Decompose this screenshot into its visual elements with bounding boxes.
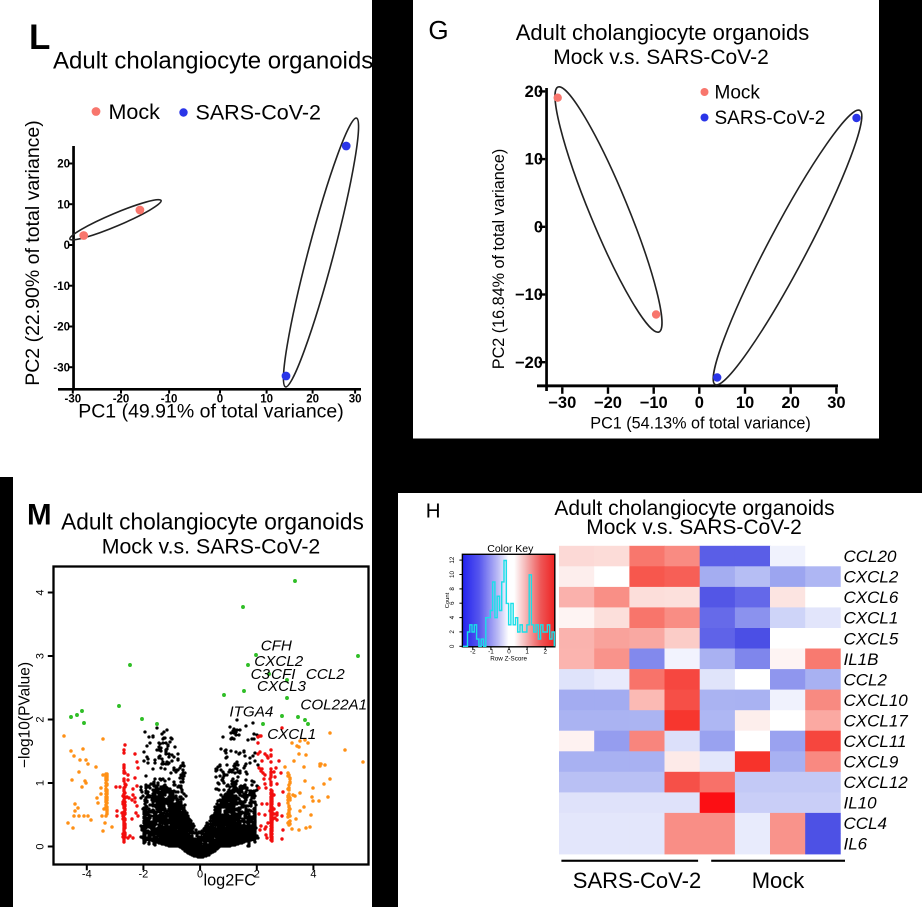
svg-text:CXCL17: CXCL17 [844, 711, 909, 730]
svg-text:SARS-CoV-2: SARS-CoV-2 [196, 101, 321, 125]
svg-text:CXCL2: CXCL2 [844, 568, 899, 587]
svg-text:4: 4 [35, 589, 47, 595]
svg-text:CCL4: CCL4 [844, 814, 887, 833]
svg-text:Adult cholangiocyte organoids: Adult cholangiocyte organoids [554, 497, 834, 520]
svg-text:6: 6 [449, 601, 456, 605]
svg-text:Mock: Mock [109, 100, 161, 124]
svg-text:10: 10 [525, 151, 543, 169]
svg-text:4: 4 [449, 615, 456, 619]
svg-text:-10: -10 [53, 281, 70, 293]
svg-text:Adult cholangiocyte organoids: Adult cholangiocyte organoids [53, 48, 373, 75]
svg-text:Mock v.s. SARS-CoV-2: Mock v.s. SARS-CoV-2 [102, 534, 321, 558]
svg-text:12: 12 [449, 556, 456, 564]
svg-text:SARS-CoV-2: SARS-CoV-2 [715, 108, 826, 129]
svg-text:Adult cholangiocyte organoids: Adult cholangiocyte organoids [61, 508, 364, 534]
svg-text:log2FC: log2FC [204, 872, 257, 890]
svg-text:20: 20 [57, 159, 70, 171]
svg-text:0: 0 [507, 649, 511, 656]
svg-text:H: H [426, 499, 441, 522]
svg-text:-30: -30 [64, 393, 81, 405]
svg-text:Row Z-Score: Row Z-Score [490, 655, 527, 662]
svg-text:CXCL1: CXCL1 [267, 726, 316, 743]
svg-text:0: 0 [197, 869, 203, 881]
svg-text:CCL2: CCL2 [844, 670, 888, 689]
svg-text:−log10(PValue): −log10(PValue) [17, 662, 34, 768]
svg-text:Mock: Mock [752, 868, 806, 893]
svg-text:CFH: CFH [261, 637, 292, 654]
svg-text:CXCL1: CXCL1 [844, 609, 899, 628]
svg-text:3: 3 [35, 653, 47, 659]
svg-text:0: 0 [534, 218, 543, 236]
svg-text:10: 10 [736, 394, 754, 412]
svg-text:ITGA4: ITGA4 [229, 704, 273, 721]
svg-text:PC1 (49.91% of total variance): PC1 (49.91% of total variance) [78, 401, 344, 423]
svg-text:20: 20 [525, 83, 543, 101]
svg-text:1: 1 [35, 780, 47, 786]
svg-text:Adult cholangiocyte organoids: Adult cholangiocyte organoids [516, 20, 810, 45]
svg-text:IL10: IL10 [844, 794, 878, 813]
svg-text:CXCL9: CXCL9 [844, 753, 899, 772]
svg-text:8: 8 [449, 587, 456, 591]
svg-text:Mock v.s. SARS-CoV-2: Mock v.s. SARS-CoV-2 [553, 46, 769, 69]
svg-text:-2: -2 [139, 869, 149, 881]
svg-text:PC2 (16.84% of total variance): PC2 (16.84% of total variance) [490, 149, 508, 369]
svg-text:IL1B: IL1B [844, 650, 879, 669]
svg-text:PC2 (22.90% of total variance): PC2 (22.90% of total variance) [22, 120, 44, 386]
svg-text:-1: -1 [488, 649, 494, 656]
svg-text:-4: -4 [82, 869, 92, 881]
svg-text:20: 20 [306, 393, 319, 405]
svg-text:2: 2 [254, 869, 260, 881]
svg-text:CXCL3: CXCL3 [257, 678, 307, 695]
svg-text:10: 10 [260, 393, 273, 405]
svg-text:−30: −30 [548, 394, 576, 412]
svg-text:−20: −20 [515, 354, 543, 372]
svg-text:IL6: IL6 [844, 835, 868, 854]
svg-text:G: G [428, 15, 448, 45]
svg-text:Color Key: Color Key [487, 543, 534, 555]
svg-text:−20: −20 [594, 394, 622, 412]
svg-text:-2: -2 [470, 649, 476, 656]
svg-text:PC1 (54.13% of total variance): PC1 (54.13% of total variance) [590, 414, 810, 432]
svg-text:L: L [29, 18, 50, 57]
svg-text:M: M [27, 498, 52, 531]
svg-text:-20: -20 [53, 322, 70, 334]
svg-text:CCL20: CCL20 [844, 547, 897, 566]
svg-text:CXCL2: CXCL2 [254, 653, 304, 670]
svg-text:Mock: Mock [715, 83, 761, 104]
svg-text:CXCL12: CXCL12 [844, 773, 909, 792]
svg-text:−10: −10 [515, 286, 543, 304]
svg-text:2: 2 [543, 649, 547, 656]
svg-text:2: 2 [35, 716, 47, 722]
svg-text:20: 20 [782, 394, 800, 412]
svg-text:4: 4 [310, 869, 316, 881]
svg-text:CXCL5: CXCL5 [844, 629, 899, 648]
svg-text:−10: −10 [640, 394, 668, 412]
svg-text:2: 2 [449, 630, 456, 634]
svg-text:30: 30 [349, 393, 362, 405]
svg-text:10: 10 [449, 571, 456, 579]
svg-text:CFI: CFI [271, 666, 296, 683]
svg-text:1: 1 [525, 649, 529, 656]
svg-text:CXCL6: CXCL6 [844, 588, 899, 607]
svg-text:SARS-CoV-2: SARS-CoV-2 [573, 868, 701, 893]
svg-text:Count: Count [445, 592, 451, 608]
svg-text:Mock v.s. SARS-CoV-2: Mock v.s. SARS-CoV-2 [586, 516, 802, 539]
svg-text:C3: C3 [251, 666, 271, 683]
svg-text:CXCL11: CXCL11 [844, 732, 907, 751]
svg-text:30: 30 [827, 394, 845, 412]
svg-text:0: 0 [64, 240, 70, 252]
svg-text:-10: -10 [161, 393, 178, 405]
svg-text:0: 0 [449, 644, 456, 648]
svg-text:CCL2: CCL2 [306, 666, 345, 683]
svg-text:0: 0 [217, 393, 223, 405]
svg-text:-20: -20 [113, 393, 130, 405]
svg-text:0: 0 [35, 843, 47, 849]
svg-text:COL22A1: COL22A1 [300, 696, 367, 713]
svg-text:10: 10 [57, 199, 70, 211]
svg-text:-30: -30 [53, 362, 70, 374]
svg-text:0: 0 [695, 394, 704, 412]
svg-text:CXCL10: CXCL10 [844, 691, 909, 710]
